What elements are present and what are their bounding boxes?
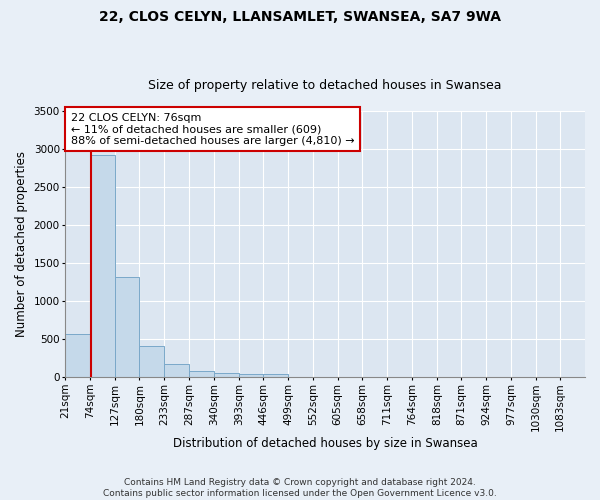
Bar xyxy=(214,374,239,378)
Title: Size of property relative to detached houses in Swansea: Size of property relative to detached ho… xyxy=(148,79,502,92)
Bar xyxy=(139,346,164,378)
Text: 22 CLOS CELYN: 76sqm
← 11% of detached houses are smaller (609)
88% of semi-deta: 22 CLOS CELYN: 76sqm ← 11% of detached h… xyxy=(71,112,354,146)
Bar xyxy=(115,277,139,378)
Text: Contains HM Land Registry data © Crown copyright and database right 2024.
Contai: Contains HM Land Registry data © Crown c… xyxy=(103,478,497,498)
Bar xyxy=(190,371,214,378)
Bar xyxy=(65,334,90,378)
Bar xyxy=(263,374,288,378)
Y-axis label: Number of detached properties: Number of detached properties xyxy=(15,151,28,337)
Bar xyxy=(90,156,115,378)
X-axis label: Distribution of detached houses by size in Swansea: Distribution of detached houses by size … xyxy=(173,437,478,450)
Bar xyxy=(239,374,263,378)
Text: 22, CLOS CELYN, LLANSAMLET, SWANSEA, SA7 9WA: 22, CLOS CELYN, LLANSAMLET, SWANSEA, SA7… xyxy=(99,10,501,24)
Bar xyxy=(164,364,189,378)
